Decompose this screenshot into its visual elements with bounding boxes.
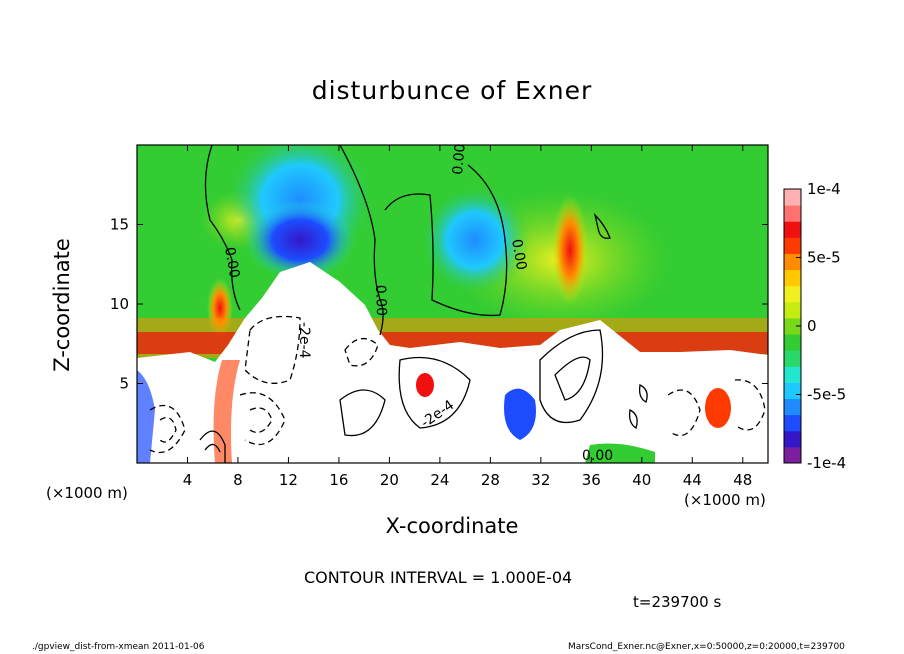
- y-tick-label: 10: [110, 295, 129, 313]
- x-tick-label: 4: [183, 471, 193, 489]
- x-tick-label: 20: [380, 471, 399, 489]
- x-tick-label: 8: [233, 471, 243, 489]
- y-tick-label: 5: [119, 375, 129, 393]
- colorbar-swatch: [784, 398, 801, 416]
- x-tick-label: 24: [430, 471, 449, 489]
- contour-label: 0.00: [372, 285, 389, 317]
- colorbar-swatch: [784, 205, 801, 222]
- x-tick-label: 48: [733, 471, 752, 489]
- colorbar-swatch: [784, 285, 801, 303]
- colorbar-swatch: [784, 334, 801, 351]
- colorbar-swatch: [784, 382, 801, 400]
- x-tick-label: 32: [531, 471, 550, 489]
- contour-label: -2e-4: [296, 322, 312, 359]
- colorbar-swatch: [784, 366, 801, 383]
- field-out-of-range-region: [137, 262, 768, 463]
- colorbar-tick-label: 5e-5: [807, 249, 841, 267]
- x-axis-unit-right: (×1000 m): [684, 491, 766, 509]
- contour-positive-line: [398, 356, 471, 429]
- contour-negative-line: [149, 404, 186, 454]
- contour-label: 0.00: [582, 448, 613, 464]
- x-tick-label: 36: [582, 471, 601, 489]
- contour-positive-line: [628, 409, 638, 430]
- colorbar-swatch: [784, 301, 801, 319]
- colorbar-tick-label: -1e-4: [807, 454, 846, 472]
- x-tick-label: 40: [632, 471, 651, 489]
- time-label: t=239700 s: [633, 593, 722, 611]
- colorbar-swatch: [784, 221, 801, 238]
- colorbar-swatch: [784, 414, 801, 432]
- contour-zero-line: [593, 212, 611, 239]
- contour-zero-line: [384, 164, 508, 317]
- y-axis: 5 10 15: [110, 216, 768, 393]
- colorbar-swatch: [784, 237, 801, 254]
- heatmap-field: [137, 145, 768, 463]
- field-positive-region: [416, 373, 434, 397]
- footer-left-text: ./gpview_dist-from-xmean 2011-01-06: [32, 642, 205, 652]
- colorbar-swatch: [784, 269, 801, 287]
- contour-positive-line: [199, 430, 226, 463]
- chart-title: disturbunce of Exner: [311, 76, 593, 105]
- field-negative-region: [504, 388, 536, 440]
- contour-negative-line: [239, 392, 286, 446]
- contour-positive-line: [204, 443, 221, 453]
- y-axis-label: Z-coordinate: [50, 238, 74, 372]
- contour-interval-label: CONTOUR INTERVAL = 1.000E-04: [304, 568, 573, 587]
- colorbar-swatch: [784, 253, 801, 271]
- field-edge-band: [137, 370, 155, 463]
- x-tick-label: 12: [279, 471, 298, 489]
- contour-positive-line: [554, 356, 591, 401]
- x-axis: 4 8 12 16 20 24 28 32 36 40 44 48: [183, 145, 752, 489]
- contour-negative-line: [667, 389, 701, 437]
- colorbar: [784, 189, 801, 464]
- contour-negative-line: [244, 315, 301, 384]
- contour-label: 0.00: [221, 246, 242, 279]
- colorbar-swatch: [784, 317, 801, 335]
- colorbar-swatch: [784, 430, 801, 448]
- colorbar-swatch: [784, 446, 801, 464]
- contour-lines: [149, 145, 766, 463]
- colorbar-swatch: [784, 350, 801, 367]
- field-negative-region: [245, 200, 355, 280]
- footer-right-text: MarsCond_Exner.nc@Exner,x=0:50000,z=0:20…: [568, 642, 845, 652]
- colorbar-tick-label: 1e-4: [807, 180, 841, 198]
- colorbar-tick-label: 0: [807, 317, 817, 335]
- x-tick-label: 28: [481, 471, 500, 489]
- contour-label: 0.00: [508, 238, 529, 271]
- x-axis-label: X-coordinate: [385, 514, 519, 538]
- contour-positive-line: [539, 329, 604, 424]
- contour-zero-line: [339, 145, 384, 336]
- colorbar-ticks: 1e-4 5e-5 0 -5e-5 -1e-4: [796, 180, 846, 472]
- x-axis-unit-left: (×1000 m): [46, 484, 128, 502]
- field-positive-region: [552, 195, 588, 305]
- field-positive-region: [705, 388, 731, 428]
- y-tick-label: 15: [110, 216, 129, 234]
- colorbar-tick-label: -5e-5: [807, 386, 846, 404]
- contour-zero-line: [204, 145, 241, 311]
- contour-negative-line: [344, 338, 379, 367]
- field-negative-region: [420, 185, 530, 295]
- contour-positive-line: [638, 384, 648, 403]
- x-tick-label: 44: [683, 471, 702, 489]
- field-band: [585, 443, 655, 463]
- contour-positive-line: [339, 389, 386, 437]
- colorbar-swatch: [784, 189, 801, 206]
- x-tick-label: 16: [329, 471, 348, 489]
- contour-label: 0.00: [450, 143, 469, 175]
- field-edge-band: [213, 360, 240, 463]
- contour-negative-line: [734, 379, 766, 431]
- contour-negative-line: [159, 416, 177, 443]
